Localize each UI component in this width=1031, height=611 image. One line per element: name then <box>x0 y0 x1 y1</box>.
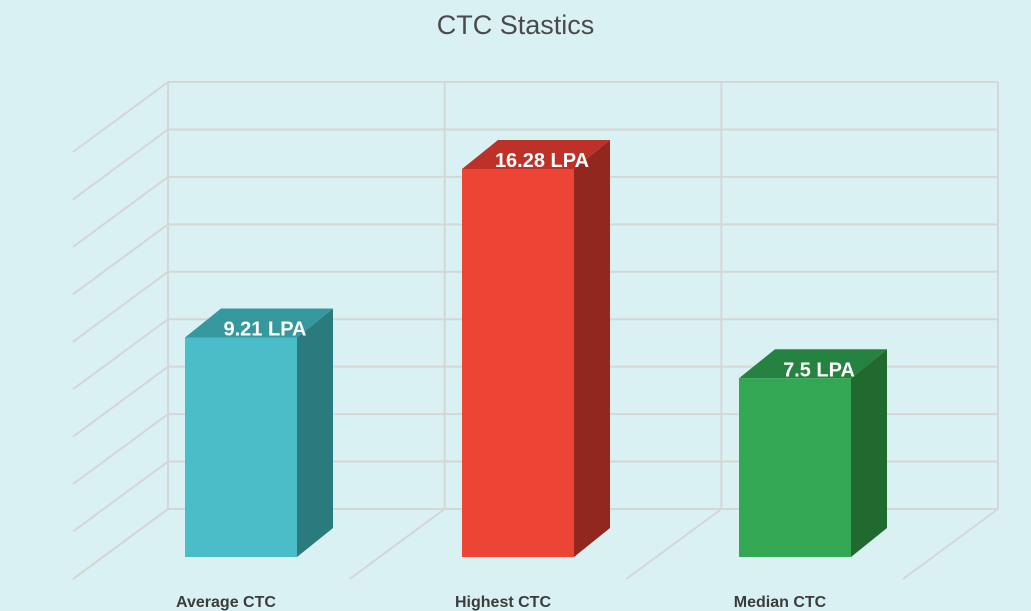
bar <box>185 337 297 557</box>
bar-side <box>297 308 333 557</box>
bar-top <box>185 308 333 338</box>
category-label: Highest CTC <box>455 594 551 611</box>
bar <box>739 378 851 557</box>
gridline-floor <box>625 508 722 580</box>
bars <box>185 139 887 557</box>
gridline-side <box>72 318 169 391</box>
bar-top <box>462 139 610 169</box>
gridline-floor <box>349 508 446 580</box>
labels: 9.21 LPA Average CTC 16.28 LPA Highest CTC 7… <box>176 150 855 611</box>
chart-title: CTC Stastics <box>436 10 595 40</box>
gridline-side <box>72 460 169 533</box>
gridline-side <box>72 223 169 296</box>
bar-side <box>574 139 610 557</box>
bar-side <box>851 349 887 557</box>
category-label: Median CTC <box>734 594 827 611</box>
gridline-side <box>72 365 169 438</box>
bar-top <box>739 349 887 379</box>
gridline-side <box>72 413 169 485</box>
gridline-floor <box>902 508 999 580</box>
data-label: 16.28 LPA <box>495 150 589 172</box>
bar <box>462 168 574 557</box>
data-label: 9.21 LPA <box>224 318 307 340</box>
gridline-side <box>72 176 169 248</box>
category-label: Average CTC <box>176 594 276 611</box>
gridline-floor <box>72 508 169 580</box>
gridline-side <box>72 81 169 153</box>
gridline-side <box>72 128 169 201</box>
data-label: 7.5 LPA <box>783 359 855 381</box>
gridline-side <box>72 270 169 343</box>
